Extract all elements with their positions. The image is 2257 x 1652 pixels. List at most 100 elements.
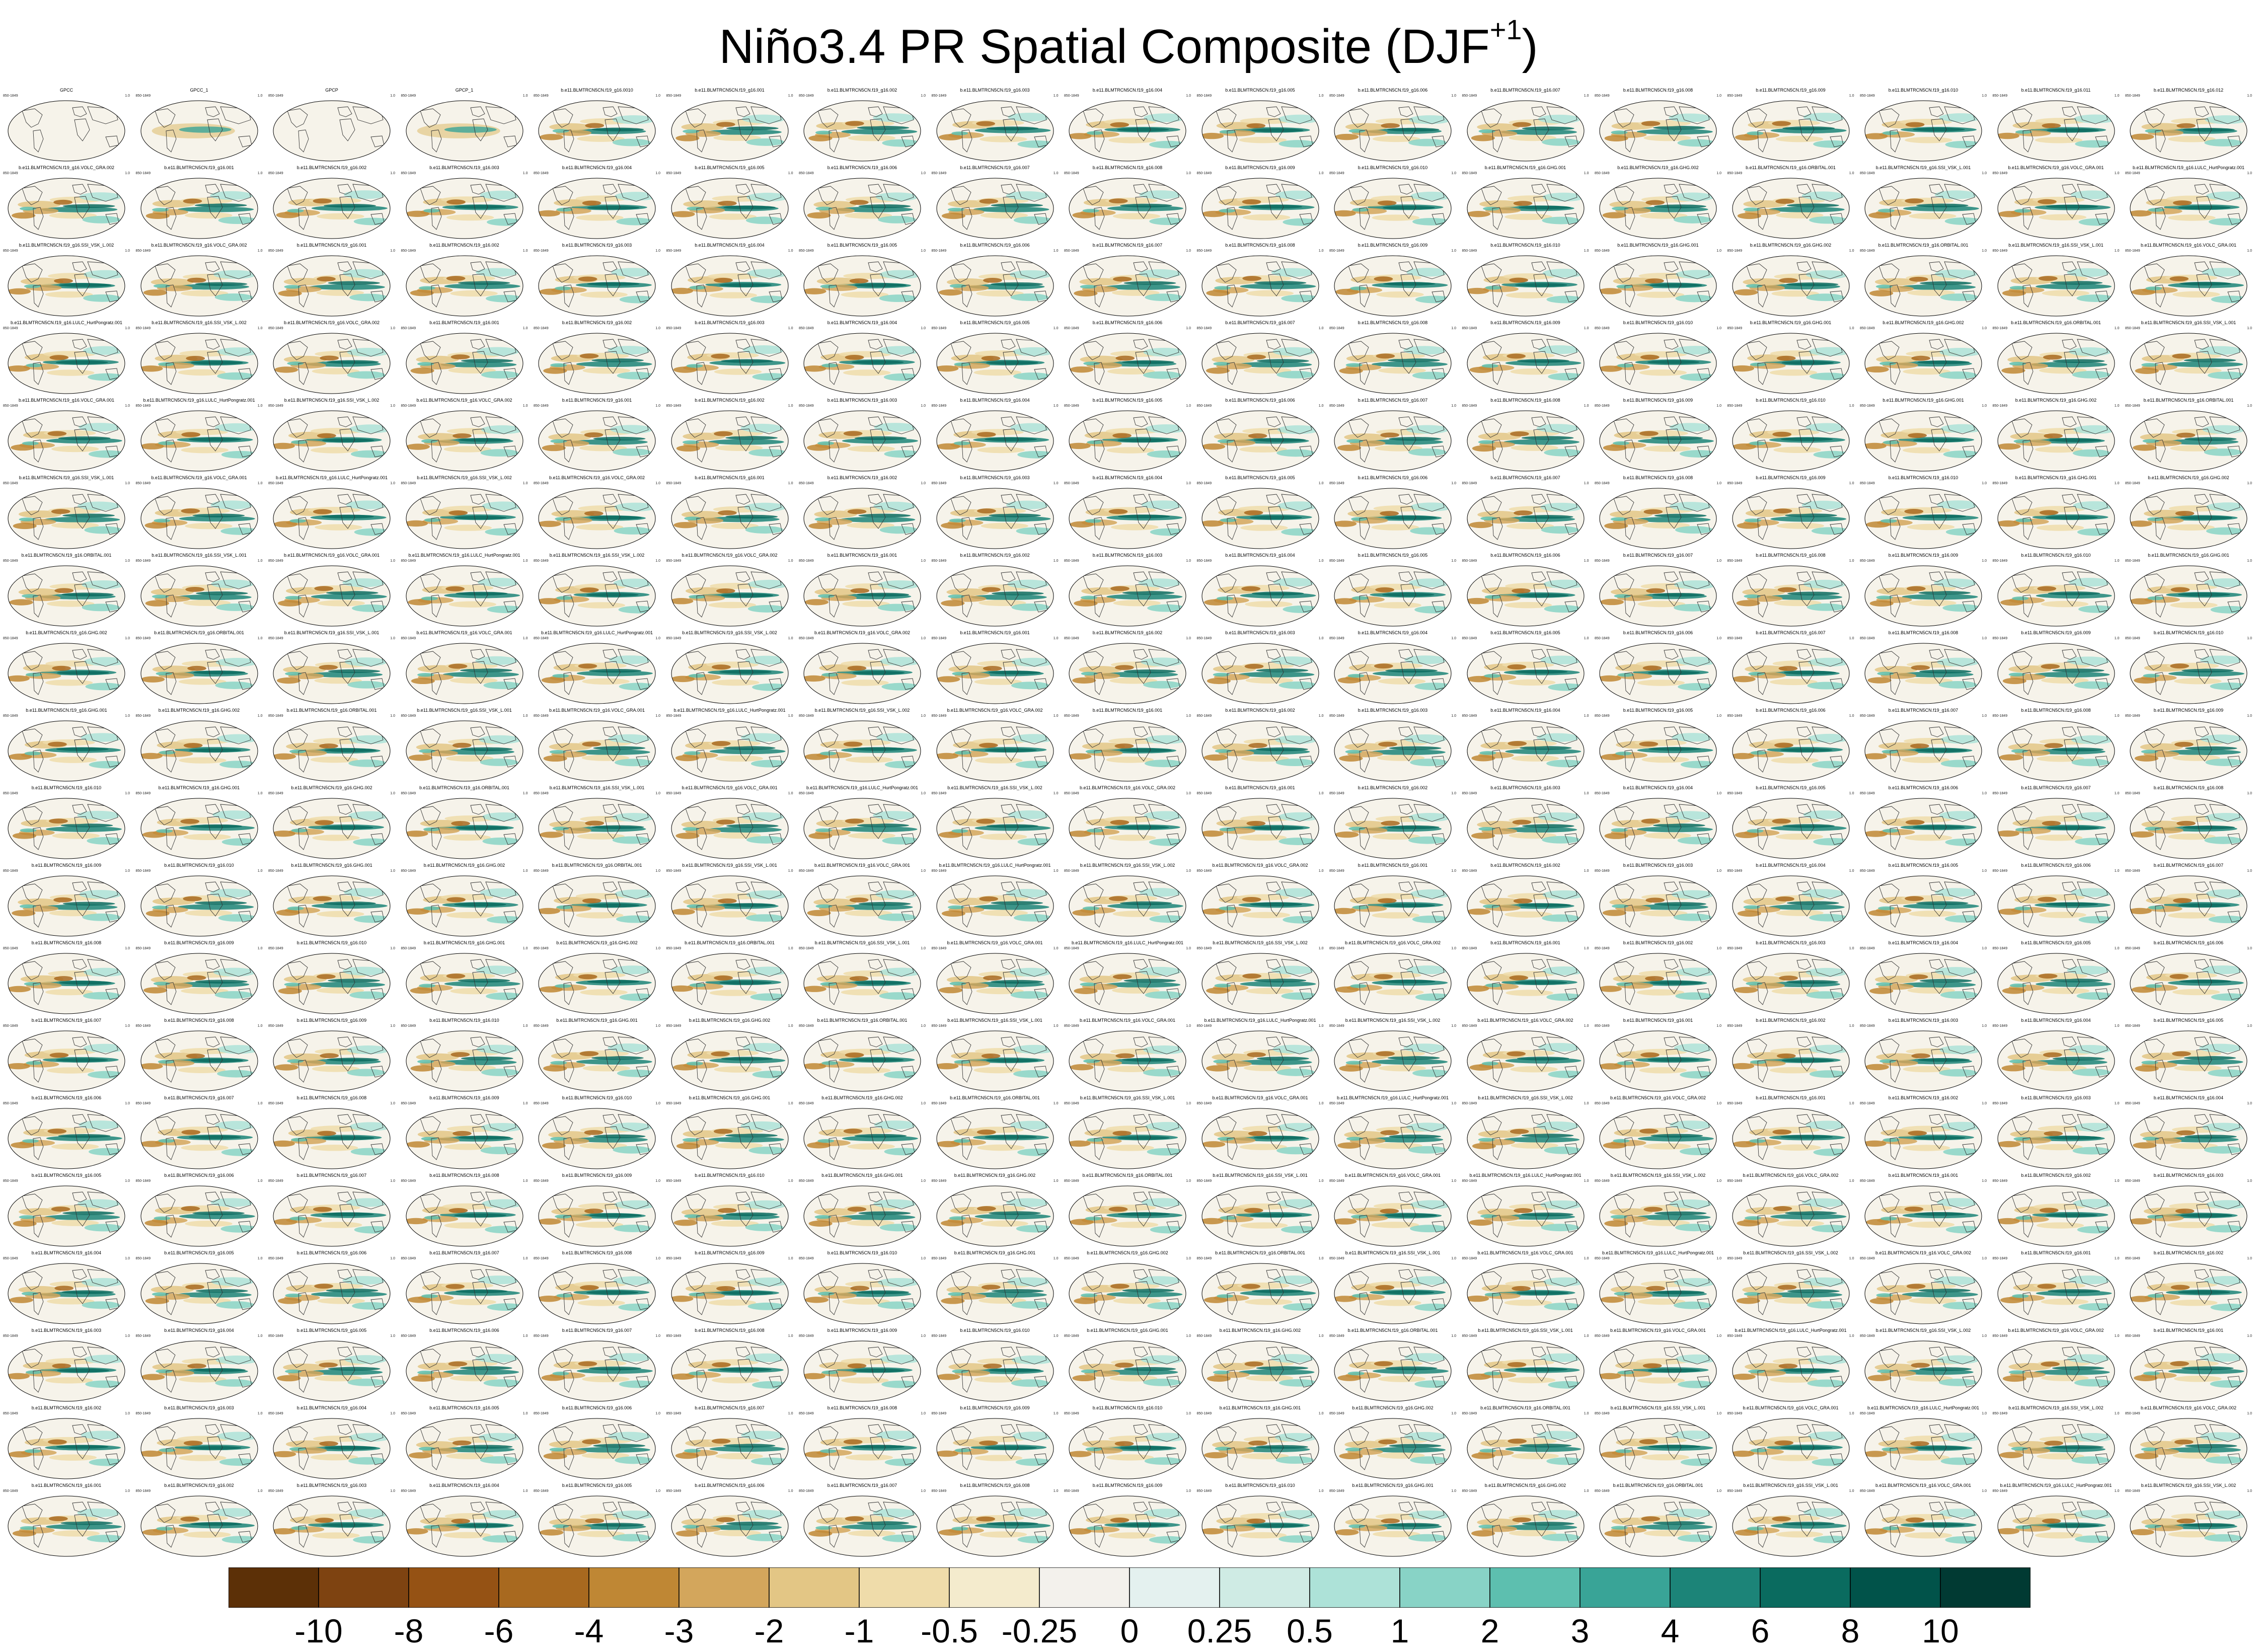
panel-title: b.e11.BLMTRCN5CN.f19_g16.010 [2021, 553, 2091, 558]
panel-years-label: 850-1849 [401, 792, 416, 795]
map-plot [671, 255, 788, 317]
map-panel: b.e11.BLMTRCN5CN.f19_g16.005 850-1849 1.0 [0, 1170, 133, 1255]
panel-years-label: 850-1849 [268, 714, 283, 718]
map-plot [538, 488, 656, 549]
panel-years-label: 850-1849 [1196, 947, 1212, 950]
map-panel: b.e11.BLMTRCN5CN.f19_g16.005 850-1849 1.0 [1459, 627, 1592, 713]
panel-years-label: 850-1849 [135, 1412, 151, 1415]
panel-stat-label: 1.0 [1318, 172, 1324, 175]
panel-stat-label: 1.0 [655, 482, 660, 485]
panel-years-label: 850-1849 [1196, 559, 1212, 563]
panel-title: b.e11.BLMTRCN5CN.f19_g16.010 [1623, 320, 1693, 325]
panel-years-label: 850-1849 [1462, 1334, 1477, 1338]
panel-stat-label: 1.0 [390, 1334, 395, 1338]
map-panel: b.e11.BLMTRCN5CN.f19_g16.004 850-1849 1.0 [133, 1325, 266, 1410]
map-panel: b.e11.BLMTRCN5CN.f19_g16.010 850-1849 1.0 [0, 782, 133, 868]
panel-stat-label: 1.0 [1849, 1257, 1854, 1260]
panel-years-label: 850-1849 [1860, 404, 1875, 408]
panel-title: b.e11.BLMTRCN5CN.f19_g16.GHG.002 [821, 1095, 903, 1100]
colorbar-swatch [1039, 1567, 1130, 1608]
panel-stat-label: 1.0 [2114, 1489, 2120, 1493]
map-plot [1201, 255, 1319, 317]
panel-years-label: 850-1849 [1064, 792, 1079, 795]
map-plot [8, 100, 125, 162]
map-panel: b.e11.BLMTRCN5CN.f19_g16.010 850-1849 1.0 [929, 1325, 1062, 1410]
panel-stat-label: 1.0 [390, 327, 395, 330]
panel-years-label: 850-1849 [1196, 94, 1212, 98]
map-plot [1201, 100, 1319, 162]
map-plot [1069, 488, 1186, 549]
map-plot [671, 178, 788, 239]
panel-title: b.e11.BLMTRCN5CN.f19_g16.010 [31, 785, 102, 790]
map-panel: b.e11.BLMTRCN5CN.f19_g16.007 850-1849 1.0 [0, 1015, 133, 1100]
panel-title: b.e11.BLMTRCN5CN.f19_g16.009 [960, 1405, 1030, 1410]
map-plot [1864, 1030, 1982, 1092]
panel-stat-label: 1.0 [2247, 1334, 2252, 1338]
panel-title: b.e11.BLMTRCN5CN.f19_g16.004 [695, 243, 765, 248]
panel-stat-label: 1.0 [788, 172, 793, 175]
panel-stat-label: 1.0 [257, 637, 263, 640]
panel-title: b.e11.BLMTRCN5CN.f19_g16.010 [1888, 475, 1959, 480]
map-plot [2130, 953, 2247, 1014]
panel-years-label: 850-1849 [1992, 327, 2008, 330]
panel-title: b.e11.BLMTRCN5CN.f19_g16.002 [960, 553, 1030, 558]
colorbar-tick-label: -0.25 [1001, 1612, 1078, 1649]
panel-years-label: 850-1849 [1064, 327, 1079, 330]
panel-years-label: 850-1849 [135, 869, 151, 873]
map-plot [1334, 488, 1452, 549]
panel-title: b.e11.BLMTRCN5CN.f19_g16.007 [960, 165, 1030, 170]
panel-title: b.e11.BLMTRCN5CN.f19_g16.VOLC_GRA.001 [1477, 1250, 1573, 1255]
panel-years-label: 850-1849 [666, 1257, 682, 1260]
map-panel: b.e11.BLMTRCN5CN.f19_g16.010 850-1849 1.0 [531, 1092, 663, 1178]
map-plot [140, 875, 258, 937]
panel-years-label: 850-1849 [1064, 947, 1079, 950]
panel-title: b.e11.BLMTRCN5CN.f19_g16.ORBITAL.001 [21, 553, 112, 558]
map-plot [140, 255, 258, 317]
panel-stat-label: 1.0 [1584, 1024, 1589, 1028]
map-plot [1997, 1030, 2115, 1092]
panel-years-label: 850-1849 [666, 172, 682, 175]
panel-title: b.e11.BLMTRCN5CN.f19_g16.SSI_VSK_L.001 [19, 475, 114, 480]
panel-years-label: 850-1849 [2125, 637, 2140, 640]
panel-title: b.e11.BLMTRCN5CN.f19_g16.ORBITAL.001 [950, 1095, 1040, 1100]
panel-title: b.e11.BLMTRCN5CN.f19_g16.ORBITAL.001 [817, 1018, 908, 1023]
map-panel: b.e11.BLMTRCN5CN.f19_g16.001 850-1849 1.0 [1459, 937, 1592, 1023]
map-plot [406, 953, 523, 1014]
map-panel: b.e11.BLMTRCN5CN.f19_g16.001 850-1849 1.0 [1592, 1015, 1724, 1100]
map-panel: b.e11.BLMTRCN5CN.f19_g16.SSI_VSK_L.002 85… [1592, 1170, 1724, 1255]
map-panel: b.e11.BLMTRCN5CN.f19_g16.008 850-1849 1.0 [1724, 550, 1857, 635]
map-panel: b.e11.BLMTRCN5CN.f19_g16.003 850-1849 1.0 [1990, 1092, 2123, 1178]
panel-years-label: 850-1849 [3, 249, 18, 253]
map-plot [273, 1495, 391, 1557]
panel-years-label: 850-1849 [268, 94, 283, 98]
map-plot [671, 410, 788, 472]
panel-stat-label: 1.0 [2247, 172, 2252, 175]
map-plot [8, 178, 125, 239]
panel-years-label: 850-1849 [1860, 94, 1875, 98]
panel-stat-label: 1.0 [1716, 94, 1721, 98]
panel-stat-label: 1.0 [125, 249, 130, 253]
map-panel: b.e11.BLMTRCN5CN.f19_g16.SSI_VSK_L.001 85… [929, 1015, 1062, 1100]
panel-title: b.e11.BLMTRCN5CN.f19_g16.VOLC_GRA.001 [2008, 165, 2104, 170]
panel-stat-label: 1.0 [788, 94, 793, 98]
map-panel: b.e11.BLMTRCN5CN.f19_g16.002 850-1849 1.0 [398, 240, 531, 325]
map-plot [1467, 1340, 1584, 1402]
map-panel: b.e11.BLMTRCN5CN.f19_g16.008 850-1849 1.0 [2122, 782, 2255, 868]
map-plot [8, 1030, 125, 1092]
map-panel: b.e11.BLMTRCN5CN.f19_g16.VOLC_GRA.002 850… [1194, 860, 1327, 945]
panel-years-label: 850-1849 [666, 947, 682, 950]
panel-years-label: 850-1849 [534, 1257, 549, 1260]
panel-title: b.e11.BLMTRCN5CN.f19_g16.ORBITAL.001 [419, 785, 509, 790]
panel-stat-label: 1.0 [655, 637, 660, 640]
panel-title: b.e11.BLMTRCN5CN.f19_g16.005 [827, 243, 897, 248]
panel-title: b.e11.BLMTRCN5CN.f19_g16.GHG.001 [556, 1018, 638, 1023]
panel-stat-label: 1.0 [655, 714, 660, 718]
panel-stat-label: 1.0 [1584, 1334, 1589, 1338]
panel-stat-label: 1.0 [1716, 1412, 1721, 1415]
panel-stat-label: 1.0 [257, 172, 263, 175]
panel-years-label: 850-1849 [1329, 1179, 1344, 1183]
map-panel: b.e11.BLMTRCN5CN.f19_g16.ORBITAL.001 850-… [398, 782, 531, 868]
panel-years-label: 850-1849 [2125, 404, 2140, 408]
panel-years-label: 850-1849 [1727, 1489, 1743, 1493]
panel-stat-label: 1.0 [1716, 1179, 1721, 1183]
